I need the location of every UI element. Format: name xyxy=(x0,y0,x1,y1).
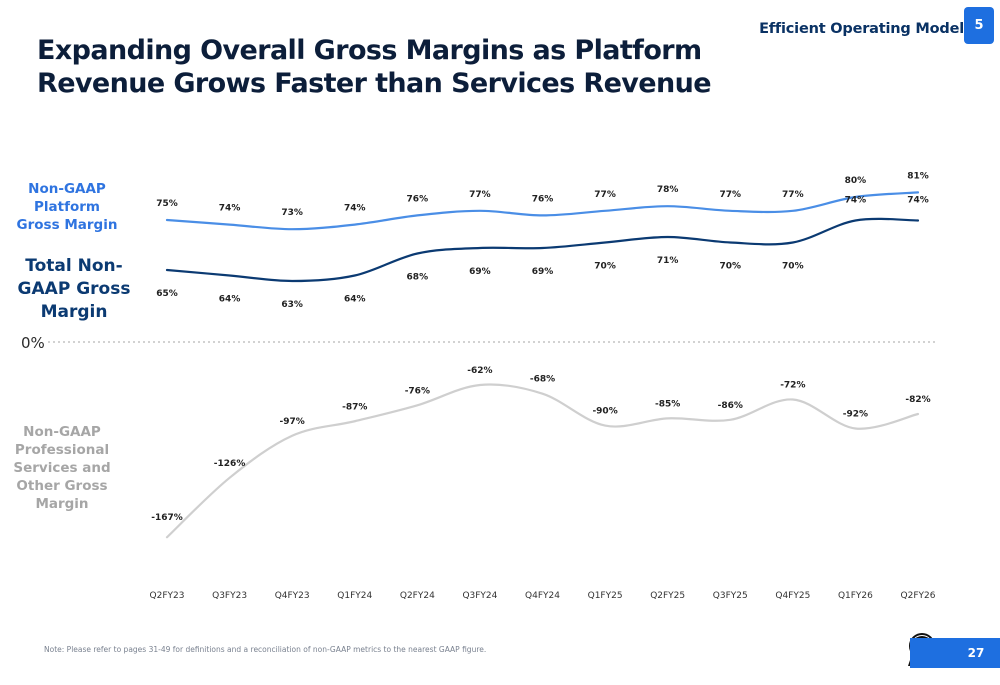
x-tick-label: Q2FY23 xyxy=(150,591,185,601)
data-label-platform: 78% xyxy=(657,185,679,195)
services-series-label: Non-GAAP Professional Services and Other… xyxy=(13,424,111,512)
data-label-services: -97% xyxy=(280,417,305,427)
zero-label: 0% xyxy=(21,334,45,352)
x-tick-label: Q2FY24 xyxy=(400,591,435,601)
data-label-services: -76% xyxy=(405,386,430,396)
x-tick-label: Q4FY25 xyxy=(775,591,810,601)
data-label-platform: 77% xyxy=(719,190,741,200)
data-label-total: 64% xyxy=(219,295,241,305)
data-label-services: -167% xyxy=(151,513,183,523)
data-label-services: -86% xyxy=(718,401,743,411)
data-label-total: 71% xyxy=(657,256,679,266)
data-label-platform: 74% xyxy=(344,204,366,214)
x-tick-label: Q1FY25 xyxy=(588,591,623,601)
footnote: Note: Please refer to pages 31-49 for de… xyxy=(44,645,487,654)
x-tick-label: Q3FY24 xyxy=(462,591,497,601)
data-label-platform: 76% xyxy=(532,194,554,204)
platform-series-label: Non-GAAP Platform Gross Margin xyxy=(16,181,118,233)
series-line-total xyxy=(165,217,920,283)
data-label-services: -72% xyxy=(780,381,805,391)
data-label-platform: 77% xyxy=(469,190,491,200)
data-label-total: 69% xyxy=(469,267,491,277)
data-label-platform: 77% xyxy=(782,190,804,200)
x-tick-label: Q3FY23 xyxy=(212,591,247,601)
data-label-services: -87% xyxy=(342,402,367,412)
x-tick-label: Q3FY25 xyxy=(713,591,748,601)
data-label-total: 65% xyxy=(156,289,178,299)
x-tick-label: Q1FY26 xyxy=(838,591,873,601)
section-badge: 5 xyxy=(964,7,994,44)
data-label-services: -126% xyxy=(214,459,246,469)
total-series-label: Total Non-GAAP Gross Margin xyxy=(17,256,131,322)
x-tick-label: Q1FY24 xyxy=(337,591,372,601)
x-tick-label: Q2FY26 xyxy=(901,591,936,601)
data-label-platform: 76% xyxy=(407,194,429,204)
data-label-total: 64% xyxy=(344,295,366,305)
data-label-platform: 77% xyxy=(594,190,616,200)
data-label-platform: 73% xyxy=(281,208,303,218)
data-label-total: 74% xyxy=(845,196,867,206)
data-label-total: 70% xyxy=(782,262,804,272)
data-label-services: -90% xyxy=(592,407,617,417)
page-title: Expanding Overall Gross Margins as Platf… xyxy=(37,35,712,99)
x-tick-label: Q2FY25 xyxy=(650,591,685,601)
x-tick-label: Q4FY23 xyxy=(275,591,310,601)
data-label-services: -62% xyxy=(467,366,492,376)
x-tick-label: Q4FY24 xyxy=(525,591,560,601)
data-label-services: -85% xyxy=(655,399,680,409)
page-number: 27 xyxy=(967,646,985,660)
data-label-services: -68% xyxy=(530,375,555,385)
data-label-services: -92% xyxy=(843,410,868,420)
data-label-platform: 80% xyxy=(845,176,867,186)
data-label-platform: 75% xyxy=(156,199,178,209)
section-title: Efficient Operating Model xyxy=(759,21,964,37)
data-label-total: 70% xyxy=(719,262,741,272)
data-label-total: 70% xyxy=(594,262,616,272)
series-line-platform xyxy=(165,191,920,231)
data-label-platform: 74% xyxy=(219,204,241,214)
data-label-platform: 81% xyxy=(907,171,929,181)
data-label-total: 68% xyxy=(407,273,429,283)
data-label-total: 63% xyxy=(281,300,303,310)
page-number-badge: 27 xyxy=(910,638,1000,668)
series-line-services xyxy=(165,383,920,539)
data-label-total: 74% xyxy=(907,196,929,206)
data-label-total: 69% xyxy=(532,267,554,277)
data-label-services: -82% xyxy=(905,395,930,405)
